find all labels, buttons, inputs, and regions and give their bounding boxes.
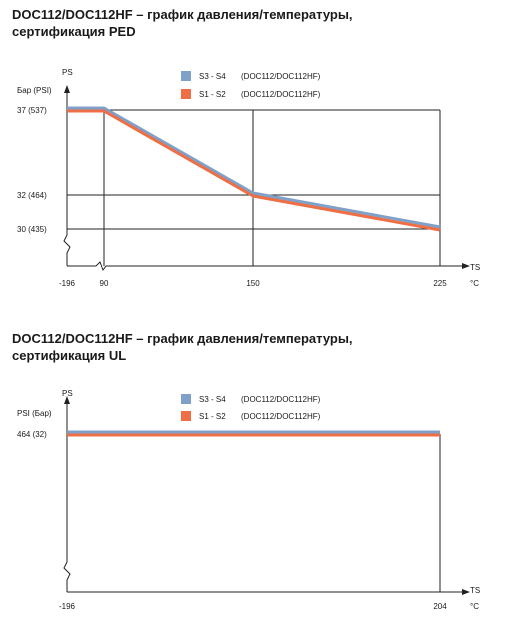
ped-series-line-s1-s2	[67, 109, 441, 232]
ul-x-tick-label: -196	[59, 602, 76, 611]
ped-y-axis-name: PS	[62, 68, 73, 77]
ped-legend-swatch	[181, 89, 191, 99]
ped-legend-models: (DOC112/DOC112HF)	[241, 90, 321, 99]
ped-legend: S3 - S4 (DOC112/DOC112HF) S1 - S2 (DOC112/D…	[181, 71, 321, 99]
ul-legend-label: S3 - S4	[199, 395, 226, 404]
chart-title-ped-line2: сертификация PED	[12, 24, 136, 39]
ul-y-axis	[63, 398, 71, 592]
chart-ul: PS PSI (Бар) 464 (32) -196 204 TS °C S3 - S4 (D…	[17, 389, 480, 611]
chart-title-ul-line1: DOC112/DOC112HF – график давления/темпер…	[12, 331, 353, 346]
ped-legend-models: (DOC112/DOC112HF)	[241, 72, 321, 81]
ul-series	[67, 430, 440, 437]
ul-legend-swatch	[181, 411, 191, 421]
chart-title-ped: DOC112/DOC112HF – график давления/темпер…	[12, 6, 353, 40]
ul-x-axis-name-label: TS	[470, 586, 480, 595]
ped-x-axis	[67, 261, 465, 272]
ul-x-tick-label: 204	[433, 602, 447, 611]
ul-y-tick-label: 464 (32)	[17, 430, 47, 439]
ped-y-tick-label: 32 (464)	[17, 191, 47, 200]
ul-legend: S3 - S4 (DOC112/DOC112HF) S1 - S2 (DOC112/D…	[181, 394, 321, 421]
ped-x-tick-label: 90	[100, 279, 109, 288]
chart-title-ul-line2: сертификация UL	[12, 348, 127, 363]
chart-ped: PS Бар (PSI) 37 (537) 32 (464) 30 (435) -196 9…	[17, 68, 480, 288]
ped-y-tick-label: 30 (435)	[17, 225, 47, 234]
chart-title-ped-line1: DOC112/DOC112HF – график давления/темпер…	[12, 7, 353, 22]
chart-title-ul: DOC112/DOC112HF – график давления/темпер…	[12, 330, 353, 364]
ped-legend-label: S3 - S4	[199, 72, 226, 81]
ped-y-unit: Бар (PSI)	[17, 86, 52, 95]
ul-axes	[63, 396, 470, 595]
ul-y-arrow	[64, 396, 70, 404]
ul-legend-label: S1 - S2	[199, 412, 226, 421]
ped-y-axis	[63, 87, 71, 266]
ped-legend-swatch	[181, 71, 191, 81]
ped-x-unit: °C	[470, 279, 479, 288]
ul-legend-swatch	[181, 394, 191, 404]
ped-grid	[67, 109, 441, 266]
ul-x-unit: °C	[470, 602, 479, 611]
ul-y-unit: PSI (Бар)	[17, 409, 52, 418]
ped-x-arrow	[462, 263, 470, 269]
ped-x-tick-label: 150	[246, 279, 260, 288]
ped-series-line-s3-s4	[67, 106, 441, 229]
ul-legend-models: (DOC112/DOC112HF)	[241, 412, 321, 421]
ped-legend-label: S1 - S2	[199, 90, 226, 99]
ul-labels: PS PSI (Бар) 464 (32) -196 204 TS °C	[17, 389, 480, 611]
ped-x-axis-name-label: TS	[470, 263, 480, 272]
ped-axes	[63, 85, 470, 272]
ul-x-arrow	[462, 589, 470, 595]
ped-x-tick-label: -196	[59, 279, 76, 288]
ped-labels: PS Бар (PSI) 37 (537) 32 (464) 30 (435) -196 9…	[17, 68, 480, 288]
ul-y-axis-name: PS	[62, 389, 73, 398]
ped-x-tick-label: 225	[433, 279, 447, 288]
ul-legend-models: (DOC112/DOC112HF)	[241, 395, 321, 404]
ped-series	[67, 106, 441, 232]
ped-y-arrow	[64, 85, 70, 93]
ped-y-tick-label: 37 (537)	[17, 106, 47, 115]
